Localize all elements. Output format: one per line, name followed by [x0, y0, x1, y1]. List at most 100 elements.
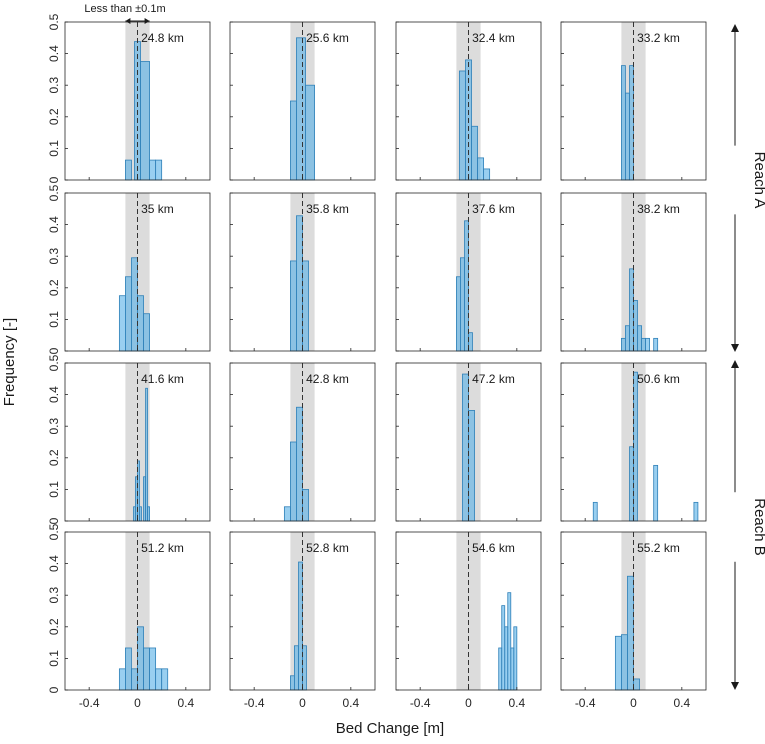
- histogram-bar: [290, 441, 297, 522]
- histogram-bar: [641, 337, 646, 352]
- reach-a-arrow-bottom-head: [731, 344, 739, 352]
- histogram-bar: [155, 668, 163, 691]
- reach-label-backdrop: [727, 145, 743, 215]
- histogram-bar: [155, 159, 163, 181]
- panel-33.2-km: 33.2 km: [560, 21, 707, 181]
- y-tick-label: 0.3: [47, 248, 61, 265]
- histogram-bar: [290, 260, 297, 352]
- y-tick-label: 0.1: [47, 481, 61, 498]
- x-tick-label: -0.4: [410, 696, 431, 710]
- y-tick-label: 0: [47, 176, 61, 183]
- y-tick-label: 0: [47, 517, 61, 524]
- panel-title: 47.2 km: [472, 372, 515, 386]
- histogram-bar: [125, 159, 132, 181]
- panel-title: 41.6 km: [141, 372, 184, 386]
- histogram-bar: [460, 257, 465, 352]
- histogram-bar: [498, 647, 503, 691]
- histogram-bar: [296, 37, 306, 181]
- histogram-bar: [302, 260, 309, 352]
- panel-title: 35 km: [141, 202, 174, 216]
- histogram-bar: [118, 668, 126, 691]
- plot-layer: 0 0.1 0.2 0.3 0.4 0.5 24.8 km 25.6 km 32.4 km 33.…: [47, 13, 739, 710]
- histogram-bar: [296, 406, 303, 522]
- x-axis-title: Bed Change [m]: [336, 720, 444, 737]
- panel-title: 35.8 km: [306, 202, 349, 216]
- histogram-bar: [468, 332, 473, 352]
- histogram-bar: [637, 325, 642, 352]
- panel-37.6-km: 37.6 km: [395, 192, 542, 352]
- histogram-bar: [614, 635, 622, 691]
- panel-54.6-km: -0.4 0 0.4 54.6 km: [395, 531, 542, 710]
- panel-title: 54.6 km: [472, 541, 515, 555]
- histogram-bar: [161, 668, 169, 691]
- histogram-bar: [140, 61, 150, 181]
- panel-title: 32.4 km: [472, 31, 515, 45]
- histogram-bar: [143, 647, 150, 691]
- histogram-bar: [468, 409, 475, 522]
- histogram-bar: [592, 501, 598, 522]
- x-tick-label: 0: [465, 696, 472, 710]
- histogram-bar: [653, 337, 659, 352]
- y-tick-label: 0.1: [47, 311, 61, 328]
- histogram-bar: [290, 100, 297, 181]
- histogram-bar: [283, 506, 291, 522]
- tolerance-annotation: Less than ±0.1m: [84, 3, 165, 15]
- histogram-bar: [145, 387, 148, 522]
- y-tick-label: 0.4: [47, 216, 61, 233]
- x-tick-label: -0.4: [79, 696, 100, 710]
- panel-24.8-km: 0 0.1 0.2 0.3 0.4 0.5 24.8 km: [47, 13, 211, 183]
- y-tick-label: 0.4: [47, 555, 61, 572]
- histogram-bar: [139, 506, 142, 522]
- y-tick-label: 0.3: [47, 77, 61, 94]
- y-tick-label: 0.2: [47, 449, 61, 466]
- panel-title: 52.8 km: [306, 541, 349, 555]
- reach-b-arrow-bottom-head: [731, 682, 739, 690]
- histogram-bar: [118, 295, 126, 352]
- histogram-bar: [464, 220, 469, 352]
- y-tick-label: 0.3: [47, 587, 61, 604]
- x-tick-label: -0.4: [575, 696, 596, 710]
- panel-35-km: 0 0.1 0.2 0.3 0.4 0.5 35 km: [47, 184, 211, 354]
- histogram-bar: [462, 373, 469, 522]
- panel-50.6-km: 50.6 km: [560, 362, 707, 522]
- reach-b-arrow-top-head: [731, 360, 739, 368]
- panel-title: 24.8 km: [141, 31, 184, 45]
- histogram-bar: [147, 506, 150, 522]
- histogram-bar: [298, 561, 303, 691]
- histogram-bar: [483, 168, 491, 181]
- y-tick-label: 0.5: [47, 354, 61, 371]
- histogram-bar: [625, 325, 630, 352]
- x-tick-label: 0.4: [673, 696, 690, 710]
- histogram-bar: [629, 268, 634, 352]
- histogram-bar: [513, 626, 518, 691]
- histogram-bar: [633, 300, 638, 352]
- histogram-bar: [471, 125, 478, 181]
- panel-47.2-km: 47.2 km: [395, 362, 542, 522]
- y-tick-label: 0.4: [47, 45, 61, 62]
- y-tick-label: 0.2: [47, 279, 61, 296]
- y-tick-label: 0.4: [47, 386, 61, 403]
- panel-55.2-km: -0.4 0 0.4 55.2 km: [560, 531, 707, 710]
- x-tick-label: 0: [630, 696, 637, 710]
- histogram-bar: [125, 276, 132, 352]
- y-tick-label: 0: [47, 347, 61, 354]
- histogram-bar: [627, 575, 634, 691]
- tolerance-arrow-right-head: [144, 18, 150, 24]
- x-tick-label: 0.4: [342, 696, 359, 710]
- panel-title: 38.2 km: [637, 202, 680, 216]
- histogram-bar: [302, 488, 309, 522]
- y-tick-label: 0.2: [47, 618, 61, 635]
- histogram-bar: [629, 446, 634, 522]
- histogram-bar: [137, 295, 144, 352]
- histogram-bar: [629, 65, 634, 181]
- y-tick-label: 0.5: [47, 523, 61, 540]
- panel-52.8-km: -0.4 0 0.4 52.8 km: [229, 531, 376, 710]
- panel-title: 42.8 km: [306, 372, 349, 386]
- histogram-bar: [477, 157, 485, 181]
- histogram-bar: [504, 626, 509, 691]
- panel-38.2-km: 38.2 km: [560, 192, 707, 352]
- tolerance-band: [456, 532, 481, 690]
- tolerance-arrow-left-head: [125, 18, 131, 24]
- histogram-bar: [143, 313, 150, 352]
